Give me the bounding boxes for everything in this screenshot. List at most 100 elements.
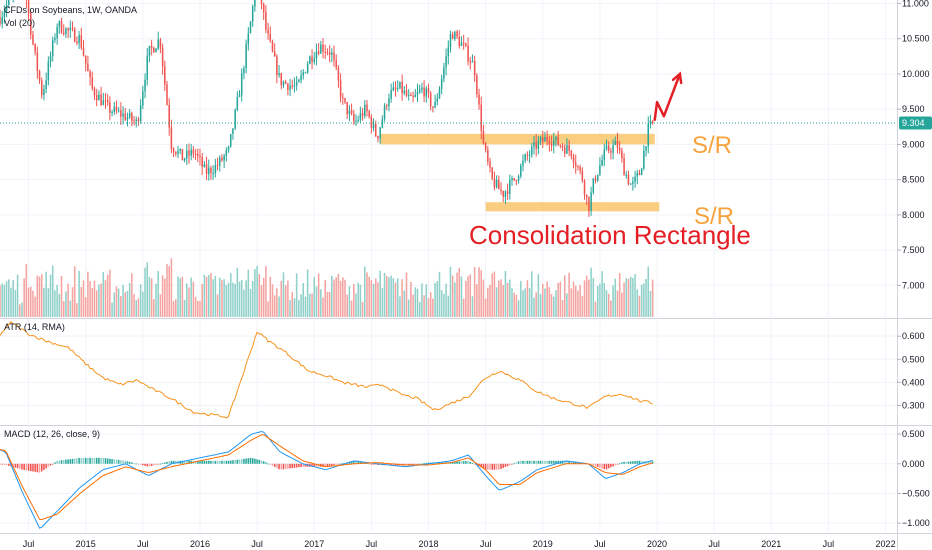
- macd-histogram-bar: [471, 462, 474, 464]
- volume-bar: [236, 267, 239, 317]
- volume-bars: [0, 258, 654, 317]
- volume-bar: [265, 265, 267, 317]
- macd-histogram-bar: [207, 460, 210, 464]
- volume-bar: [581, 296, 584, 317]
- macd-histogram-bar: [355, 461, 357, 464]
- volume-bar: [392, 278, 395, 317]
- macd-histogram-bar: [357, 461, 359, 464]
- volume-bar: [313, 277, 316, 317]
- volume-bar: [287, 280, 289, 317]
- macd-histogram-bar: [414, 463, 417, 465]
- volume-bar: [76, 303, 78, 317]
- volume-bar: [16, 274, 19, 317]
- price-y-tick-label: 9.500: [902, 104, 925, 114]
- volume-bar: [445, 283, 447, 317]
- macd-histogram-bar: [225, 460, 228, 464]
- x-tick-label: 2015: [76, 539, 96, 549]
- candle-body: [49, 55, 52, 62]
- volume-bar: [62, 301, 65, 317]
- volume-bar: [401, 279, 403, 317]
- candle-body: [120, 110, 122, 117]
- volume-bar: [47, 288, 50, 317]
- macd-histogram-bar: [203, 460, 206, 464]
- macd-histogram-bar: [304, 463, 307, 467]
- candle-body: [599, 165, 601, 175]
- candle-body: [471, 61, 474, 63]
- macd-histogram-bar: [210, 460, 212, 464]
- macd-histogram-bar: [284, 463, 287, 469]
- macd-histogram-bar: [388, 463, 390, 466]
- x-tick-label: Jul: [480, 539, 492, 549]
- macd-histogram-bar: [124, 460, 127, 464]
- volume-bar: [335, 277, 337, 317]
- volume-bar: [12, 280, 14, 317]
- macd-histogram-bar: [460, 461, 463, 464]
- macd-histogram-bar: [159, 463, 162, 465]
- volume-bar: [423, 295, 425, 317]
- candle-body: [368, 111, 370, 117]
- volume-bar: [51, 265, 54, 317]
- macd-histogram-bar: [353, 460, 355, 464]
- candle-body: [498, 179, 500, 190]
- volume-bar: [440, 290, 443, 317]
- macd-histogram-bar: [271, 463, 274, 466]
- candle-body: [247, 33, 250, 45]
- volume-bar: [148, 276, 151, 317]
- candle-body: [392, 87, 395, 91]
- sr-bottom-label: S/R: [694, 203, 734, 230]
- candle-body: [124, 113, 127, 120]
- macd-histogram-bar: [25, 463, 28, 471]
- candle-body: [295, 82, 298, 86]
- candle-body: [427, 88, 430, 94]
- volume-bar: [531, 271, 533, 317]
- candle-body: [199, 155, 201, 158]
- volume-bar: [377, 282, 379, 317]
- volume-bar: [353, 283, 355, 317]
- macd-histogram-bar: [640, 460, 643, 464]
- candle-body: [531, 146, 533, 155]
- candle-body: [192, 149, 195, 154]
- volume-bar: [348, 286, 351, 317]
- candle-body: [38, 71, 41, 81]
- macd-histogram-bar: [423, 463, 425, 464]
- macd-histogram-bar: [500, 463, 502, 469]
- macd-histogram-bar: [469, 461, 472, 464]
- volume-bar: [407, 299, 410, 317]
- volume-bar: [238, 281, 241, 317]
- candle-body: [469, 61, 472, 63]
- candle-body: [434, 101, 436, 108]
- volume-bar: [115, 286, 118, 317]
- annotations: S/R S/R Consolidation Rectangle: [469, 132, 751, 250]
- candle-body: [106, 100, 109, 103]
- candle-body: [557, 136, 559, 146]
- candle-body: [484, 143, 487, 150]
- volume-bar: [328, 291, 331, 317]
- candle-body: [232, 128, 234, 134]
- macd-histogram-bar: [504, 463, 507, 468]
- volume-bar: [210, 273, 212, 317]
- candle-body: [440, 78, 443, 89]
- volume-bar: [350, 300, 353, 317]
- volume-bar: [142, 291, 144, 317]
- candle-body: [309, 56, 311, 64]
- volume-bar: [175, 299, 177, 317]
- volume-bar: [49, 274, 52, 317]
- macd-histogram-bar: [331, 463, 333, 466]
- macd-histogram-bar: [216, 460, 219, 464]
- volume-bar: [456, 272, 458, 317]
- volume-bar: [14, 290, 17, 317]
- candle-body: [300, 75, 302, 80]
- macd-histogram-bar: [60, 460, 63, 464]
- volume-bar: [520, 280, 522, 317]
- candle-body: [142, 91, 144, 106]
- sr-zones: [380, 133, 660, 212]
- candle-body: [396, 88, 399, 90]
- candle-body: [605, 145, 608, 150]
- volume-bar: [131, 273, 133, 317]
- volume-bar: [454, 282, 456, 317]
- macd-histogram-bar: [425, 462, 428, 464]
- candle-body: [596, 174, 599, 181]
- candle-body: [40, 80, 43, 96]
- volume-bar: [629, 276, 632, 317]
- volume-bar: [155, 283, 157, 317]
